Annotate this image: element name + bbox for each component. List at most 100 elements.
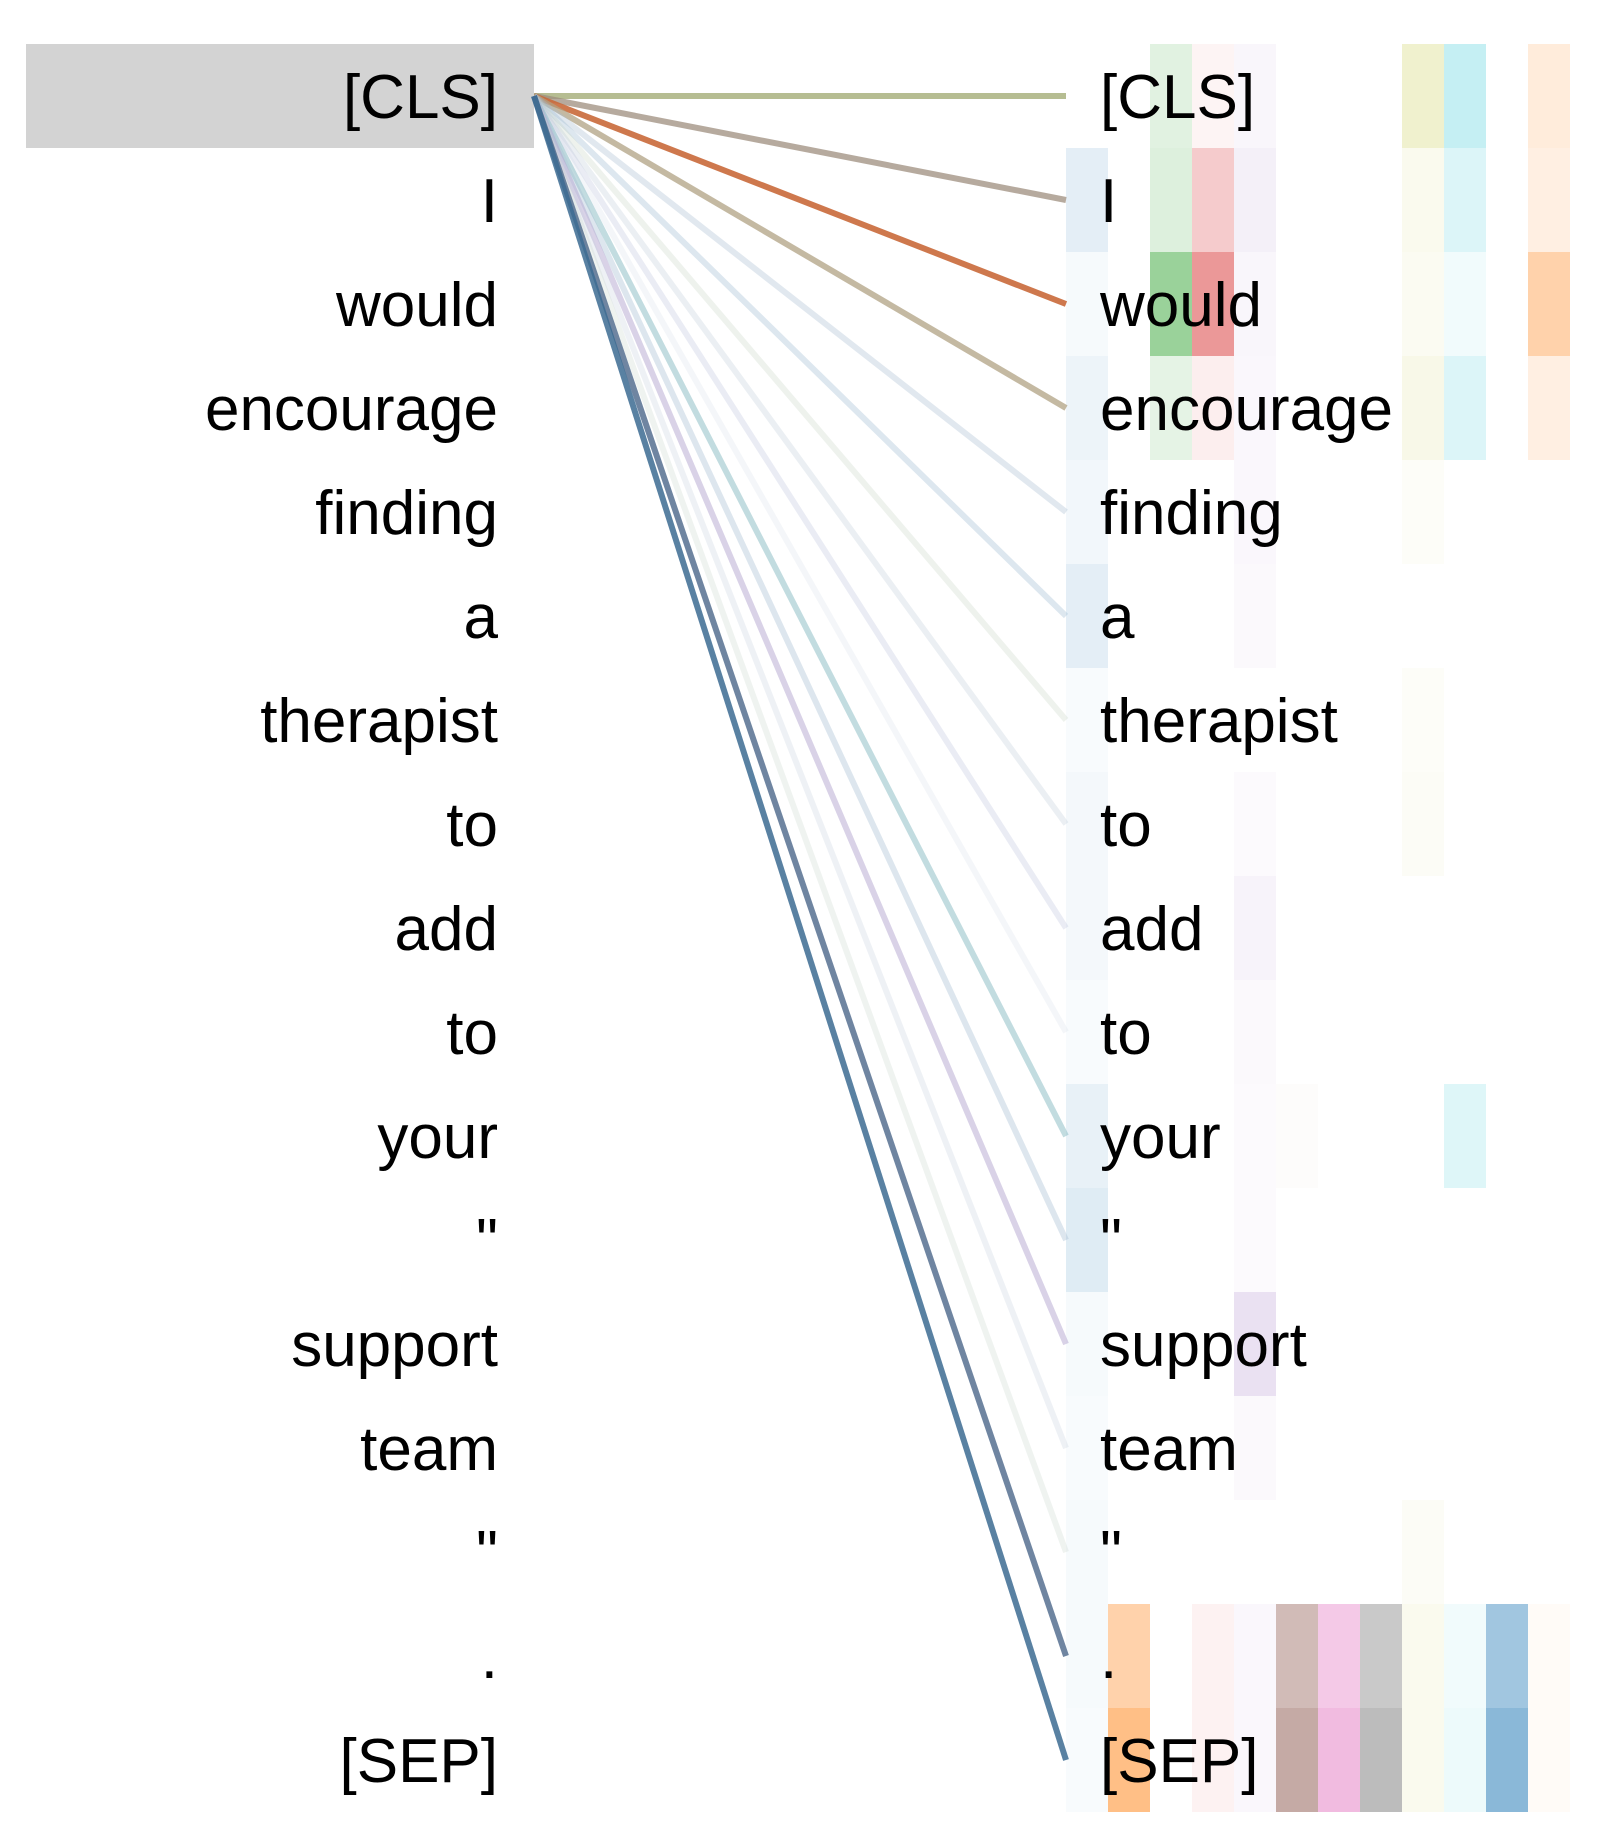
attention-line xyxy=(531,94,1069,1242)
right-token[interactable]: " xyxy=(1100,1207,1122,1276)
heatmap-cell xyxy=(1528,148,1570,252)
left-token[interactable]: " xyxy=(476,1519,498,1588)
attention-line xyxy=(531,94,1069,1554)
attention-lines xyxy=(531,93,1069,1761)
left-token[interactable]: to xyxy=(446,791,498,860)
right-token[interactable]: to xyxy=(1100,999,1152,1068)
attention-line xyxy=(531,94,1069,930)
left-token[interactable]: to xyxy=(446,999,498,1068)
heatmap-cell xyxy=(1066,1604,1108,1708)
heatmap-cell xyxy=(1486,1604,1528,1708)
left-token[interactable]: team xyxy=(360,1415,498,1484)
heatmap-cell xyxy=(1066,1188,1108,1292)
left-token[interactable]: therapist xyxy=(260,687,498,756)
right-token[interactable]: " xyxy=(1100,1519,1122,1588)
right-token[interactable]: finding xyxy=(1100,479,1283,548)
heatmap-cell xyxy=(1234,876,1276,980)
heatmap-cell xyxy=(1150,356,1192,460)
heatmap-cell xyxy=(1192,356,1234,460)
right-token[interactable]: [CLS] xyxy=(1100,63,1255,132)
left-token[interactable]: a xyxy=(464,583,499,652)
right-token[interactable]: team xyxy=(1100,1415,1238,1484)
left-token[interactable]: [SEP] xyxy=(339,1727,498,1796)
attention-line xyxy=(532,93,1068,307)
heatmap-cell xyxy=(1234,1708,1276,1812)
heatmap-cell xyxy=(1066,460,1108,564)
heatmap-cell xyxy=(1318,1708,1360,1812)
heatmap-cell xyxy=(1234,44,1276,148)
heatmap-cell xyxy=(1402,1500,1444,1604)
heatmap-cell xyxy=(1402,252,1444,356)
right-token[interactable]: add xyxy=(1100,895,1203,964)
heatmap-cell xyxy=(1066,1084,1108,1188)
heatmap-cell xyxy=(1318,1604,1360,1708)
heatmap-cell xyxy=(1150,44,1192,148)
right-token[interactable]: . xyxy=(1100,1623,1117,1692)
heatmap-cell xyxy=(1234,148,1276,252)
right-token[interactable]: I xyxy=(1100,167,1117,236)
left-token[interactable]: finding xyxy=(315,479,498,548)
heatmap-cell xyxy=(1444,148,1486,252)
right-token[interactable]: to xyxy=(1100,791,1152,860)
left-token[interactable]: encourage xyxy=(205,375,498,444)
heatmap-cell xyxy=(1108,1708,1150,1812)
right-token[interactable]: encourage xyxy=(1100,375,1393,444)
right-token[interactable]: a xyxy=(1100,583,1135,652)
heatmap-cell xyxy=(1066,252,1108,356)
right-token[interactable]: your xyxy=(1100,1103,1221,1172)
heatmap-cell xyxy=(1528,1604,1570,1708)
right-token[interactable]: therapist xyxy=(1100,687,1338,756)
selected-token-highlight xyxy=(26,44,534,148)
heatmap-cell xyxy=(1192,1708,1234,1812)
left-token[interactable]: your xyxy=(377,1103,498,1172)
heatmap-cell xyxy=(1192,1604,1234,1708)
heatmap-cell xyxy=(1066,148,1108,252)
attention-line xyxy=(531,94,1069,722)
heatmap-cell xyxy=(1150,148,1192,252)
right-token[interactable]: would xyxy=(1099,271,1262,340)
attention-line xyxy=(532,93,1068,411)
heatmap-cell xyxy=(1402,148,1444,252)
heatmap-cell xyxy=(1528,1708,1570,1812)
heatmap-cell xyxy=(1360,1604,1402,1708)
right-token[interactable]: [SEP] xyxy=(1100,1727,1259,1796)
left-token[interactable]: I xyxy=(481,167,498,236)
heatmap-cell xyxy=(1444,1708,1486,1812)
heatmap-cell xyxy=(1234,460,1276,564)
heatmap-cell xyxy=(1192,148,1234,252)
heatmap-cell xyxy=(1444,356,1486,460)
heatmap-cell xyxy=(1066,876,1108,980)
left-token[interactable]: support xyxy=(291,1311,498,1380)
left-token[interactable]: add xyxy=(395,895,498,964)
heatmap-cell xyxy=(1066,564,1108,668)
heatmap-cell xyxy=(1234,1084,1276,1188)
heatmap-cell xyxy=(1192,252,1234,356)
left-token[interactable]: [CLS] xyxy=(343,63,498,132)
heatmap-cell xyxy=(1234,356,1276,460)
heatmap-cell xyxy=(1234,1292,1276,1396)
heatmap-cell xyxy=(1444,44,1486,148)
heatmap-cell xyxy=(1234,252,1276,356)
heatmap-cell xyxy=(1066,772,1108,876)
attention-line xyxy=(531,94,1069,1034)
heatmap-cell xyxy=(1360,1708,1402,1812)
attention-line xyxy=(531,94,1069,826)
heatmap-cell xyxy=(1234,564,1276,668)
right-token[interactable]: support xyxy=(1100,1311,1307,1380)
attention-heatmap xyxy=(1066,44,1570,1812)
heatmap-cell xyxy=(1234,1188,1276,1292)
heatmap-cell xyxy=(1402,1708,1444,1812)
left-token[interactable]: would xyxy=(335,271,498,340)
heatmap-cell xyxy=(1402,356,1444,460)
heatmap-cell xyxy=(1108,1604,1150,1708)
heatmap-cell xyxy=(1234,772,1276,876)
left-token[interactable]: " xyxy=(476,1207,498,1276)
heatmap-cell xyxy=(1234,1396,1276,1500)
heatmap-cell xyxy=(1486,1708,1528,1812)
heatmap-cell xyxy=(1444,252,1486,356)
heatmap-cell xyxy=(1402,460,1444,564)
attention-line xyxy=(531,93,1069,619)
left-token[interactable]: . xyxy=(481,1623,498,1692)
